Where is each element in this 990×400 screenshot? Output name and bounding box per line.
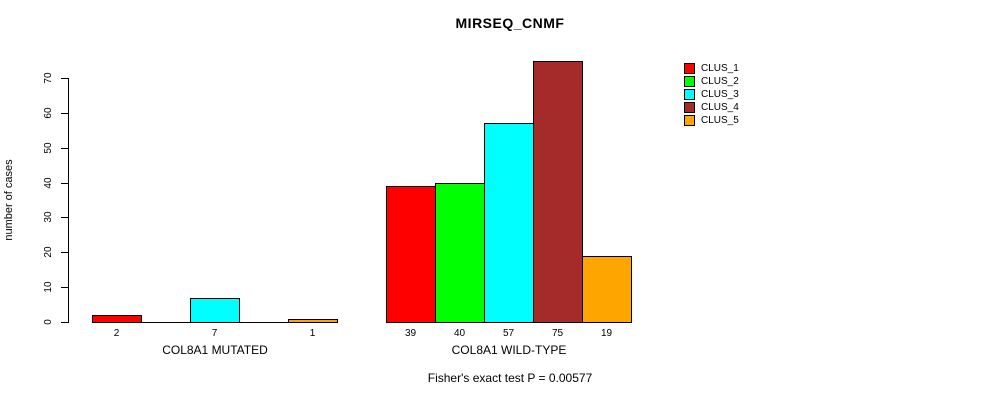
bar-value-label: 1 [309,328,316,339]
bar-value-label: 7 [211,328,218,339]
y-axis-tick-label: 70 [43,72,54,84]
y-axis-tick [61,252,68,253]
legend-swatch [684,76,695,87]
y-axis-tick-label: 10 [43,281,54,293]
y-axis-tick [61,148,68,149]
legend-label: CLUS_2 [701,76,739,87]
bar-value-label: 2 [113,328,120,339]
legend-row: CLUS_1 [684,62,739,75]
legend-label: CLUS_1 [701,63,739,74]
legend-row: CLUS_4 [684,101,739,114]
legend-swatch [684,89,695,100]
bar-value-label: 39 [404,328,417,339]
footer-note: Fisher's exact test P = 0.00577 [427,371,593,385]
legend-swatch [684,102,695,113]
y-axis-tick [61,217,68,218]
y-axis-title: number of cases [3,159,15,241]
legend-label: CLUS_3 [701,89,739,100]
y-axis-tick-label: 30 [43,211,54,223]
bar-value-label: 75 [551,328,564,339]
y-axis-tick-label: 20 [43,246,54,258]
bar-clus_5 [288,319,338,323]
bar-value-label: 40 [453,328,466,339]
y-axis-tick-label: 40 [43,177,54,189]
y-axis-tick-label: 60 [43,107,54,119]
legend-label: CLUS_4 [701,102,739,113]
bar-clus_2 [435,183,485,323]
bar-clus_4 [533,61,583,323]
y-axis-tick [61,322,68,323]
legend-swatch [684,115,695,126]
y-axis-tick-label: 0 [43,319,54,325]
bar-clus_3 [484,123,534,323]
bar-clus_5 [582,256,632,323]
legend-label: CLUS_5 [701,115,739,126]
legend: CLUS_1 CLUS_2 CLUS_3 CLUS_4 CLUS_5 [684,62,739,127]
y-axis-tick [61,183,68,184]
legend-row: CLUS_3 [684,88,739,101]
legend-row: CLUS_5 [684,114,739,127]
bar-clus_1 [386,186,436,323]
group-label: COL8A1 WILD-TYPE [451,343,567,357]
y-axis-tick [61,78,68,79]
bar-value-label: 57 [502,328,515,339]
y-axis-tick [61,287,68,288]
y-axis-tick-label: 50 [43,142,54,154]
y-axis-line [68,78,69,323]
group-label: COL8A1 MUTATED [162,343,268,357]
legend-row: CLUS_2 [684,75,739,88]
y-axis-tick [61,113,68,114]
bar-clus_3 [190,298,240,323]
legend-swatch [684,63,695,74]
bar-value-label: 19 [600,328,613,339]
bar-clus_1 [92,315,142,323]
chart-title: MIRSEQ_CNMF [455,15,565,31]
